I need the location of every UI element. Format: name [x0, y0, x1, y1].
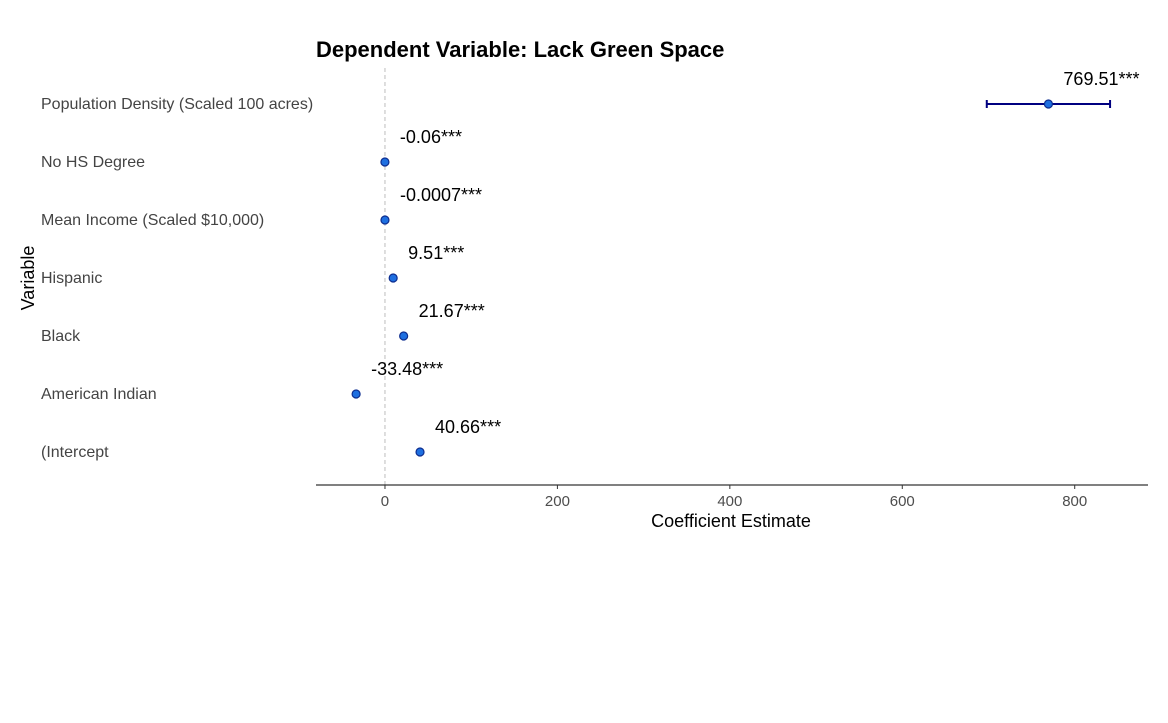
y-tick-label: Hispanic: [41, 270, 102, 287]
data-point: [351, 389, 361, 399]
data-label: 9.51***: [408, 243, 464, 263]
data-point: [380, 215, 390, 225]
y-tick-label: Black: [41, 328, 81, 345]
x-tick-label: 0: [381, 493, 389, 510]
y-tick-label: American Indian: [41, 386, 157, 403]
y-tick-label: Population Density (Scaled 100 acres): [41, 96, 313, 113]
data-point: [380, 157, 390, 167]
data-label: 21.67***: [419, 301, 485, 321]
data-label: 40.66***: [435, 417, 501, 437]
y-tick-label: No HS Degree: [41, 154, 145, 171]
y-tick-label: Mean Income (Scaled $10,000): [41, 212, 264, 229]
x-tick-label: 600: [890, 493, 915, 510]
data-point: [415, 447, 425, 457]
data-label: -0.06***: [400, 127, 462, 147]
chart-title: Dependent Variable: Lack Green Space: [316, 37, 724, 62]
x-axis-title: Coefficient Estimate: [651, 511, 811, 531]
data-point: [388, 273, 398, 283]
x-tick-label: 200: [545, 493, 570, 510]
x-tick-label: 800: [1062, 493, 1087, 510]
data-point: [399, 331, 409, 341]
data-label: -33.48***: [371, 359, 443, 379]
data-label: -0.0007***: [400, 185, 482, 205]
y-axis-title: Variable: [18, 246, 38, 311]
y-tick-label: (Intercept: [41, 444, 109, 461]
x-tick-label: 400: [717, 493, 742, 510]
data-label: 769.51***: [1063, 69, 1139, 89]
data-point: [1043, 99, 1054, 109]
